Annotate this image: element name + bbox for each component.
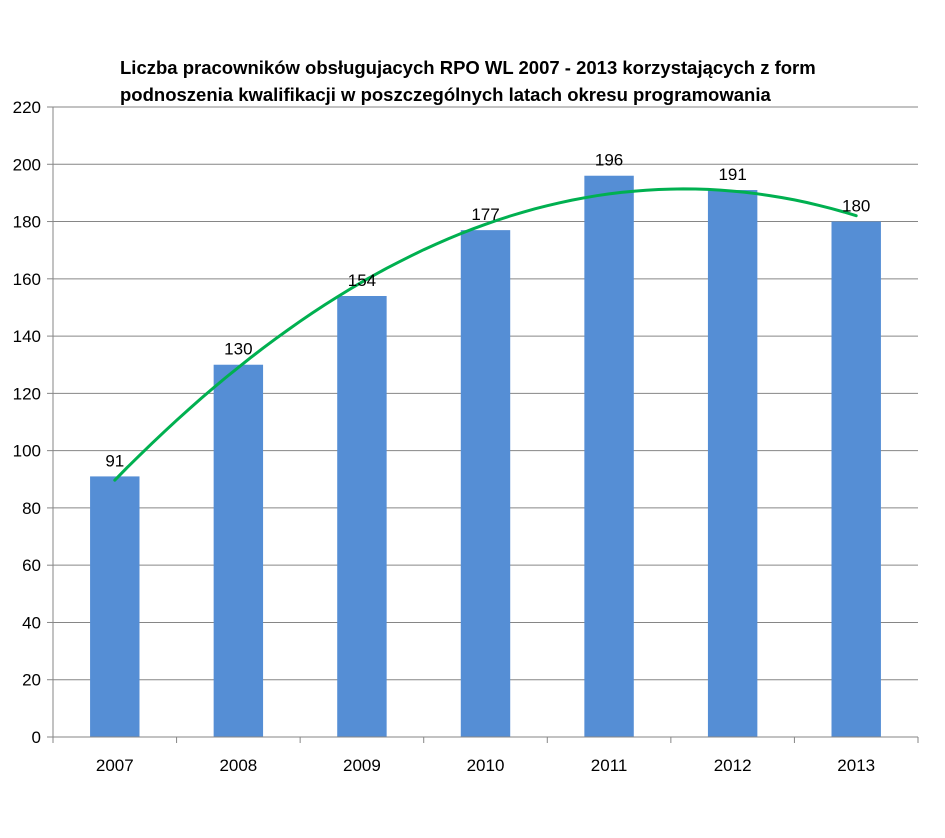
y-tick-label: 160 bbox=[13, 270, 41, 289]
trendline-group bbox=[113, 187, 858, 482]
y-axis-ticks: 0 20 40 60 80 100 120 140 160 180 200 220 bbox=[13, 98, 53, 747]
y-tick-label: 20 bbox=[22, 671, 41, 690]
y-tick-label: 120 bbox=[13, 384, 41, 403]
data-label-2012: 191 bbox=[718, 165, 746, 184]
x-tick-label: 2013 bbox=[837, 756, 875, 775]
data-label-2010: 177 bbox=[471, 205, 499, 224]
y-tick-label: 220 bbox=[13, 98, 41, 117]
data-label-2011: 196 bbox=[595, 151, 623, 170]
bar-2008 bbox=[213, 364, 264, 737]
y-tick-label: 40 bbox=[22, 613, 41, 632]
x-axis-ticks: 2007 2008 2009 2010 2011 2012 2013 bbox=[52, 737, 919, 775]
bar-2012 bbox=[707, 190, 758, 737]
x-tick-label: 2008 bbox=[219, 756, 257, 775]
bar-2010 bbox=[460, 230, 511, 738]
x-tick-label: 2009 bbox=[343, 756, 381, 775]
chart-title-line-1: Liczba pracowników obsługujacych RPO WL … bbox=[120, 57, 816, 78]
data-labels: 91 130 154 177 196 191 180 bbox=[105, 151, 870, 471]
data-label-2013: 180 bbox=[842, 197, 870, 216]
trendline bbox=[113, 187, 858, 482]
x-tick-label: 2007 bbox=[96, 756, 134, 775]
bar-2011 bbox=[584, 175, 634, 737]
chart-title-line-2: podnoszenia kwalifikacji w poszczególnyc… bbox=[120, 84, 771, 105]
y-tick-label: 0 bbox=[32, 728, 41, 747]
bars bbox=[90, 175, 881, 738]
y-tick-label: 60 bbox=[22, 556, 41, 575]
y-tick-label: 140 bbox=[13, 327, 41, 346]
bar-2007 bbox=[90, 476, 140, 737]
y-tick-label: 200 bbox=[13, 155, 41, 174]
y-tick-label: 180 bbox=[13, 213, 41, 232]
y-tick-label: 80 bbox=[22, 499, 41, 518]
x-tick-label: 2012 bbox=[714, 756, 752, 775]
x-tick-label: 2010 bbox=[467, 756, 505, 775]
y-tick-label: 100 bbox=[13, 442, 41, 461]
bar-2013 bbox=[831, 221, 881, 737]
x-tick-label: 2011 bbox=[591, 756, 628, 775]
axes bbox=[52, 107, 918, 738]
data-label-2008: 130 bbox=[224, 340, 252, 359]
bar-2009 bbox=[337, 296, 387, 737]
data-label-2007: 91 bbox=[105, 451, 124, 470]
data-label-2009: 154 bbox=[348, 271, 376, 290]
